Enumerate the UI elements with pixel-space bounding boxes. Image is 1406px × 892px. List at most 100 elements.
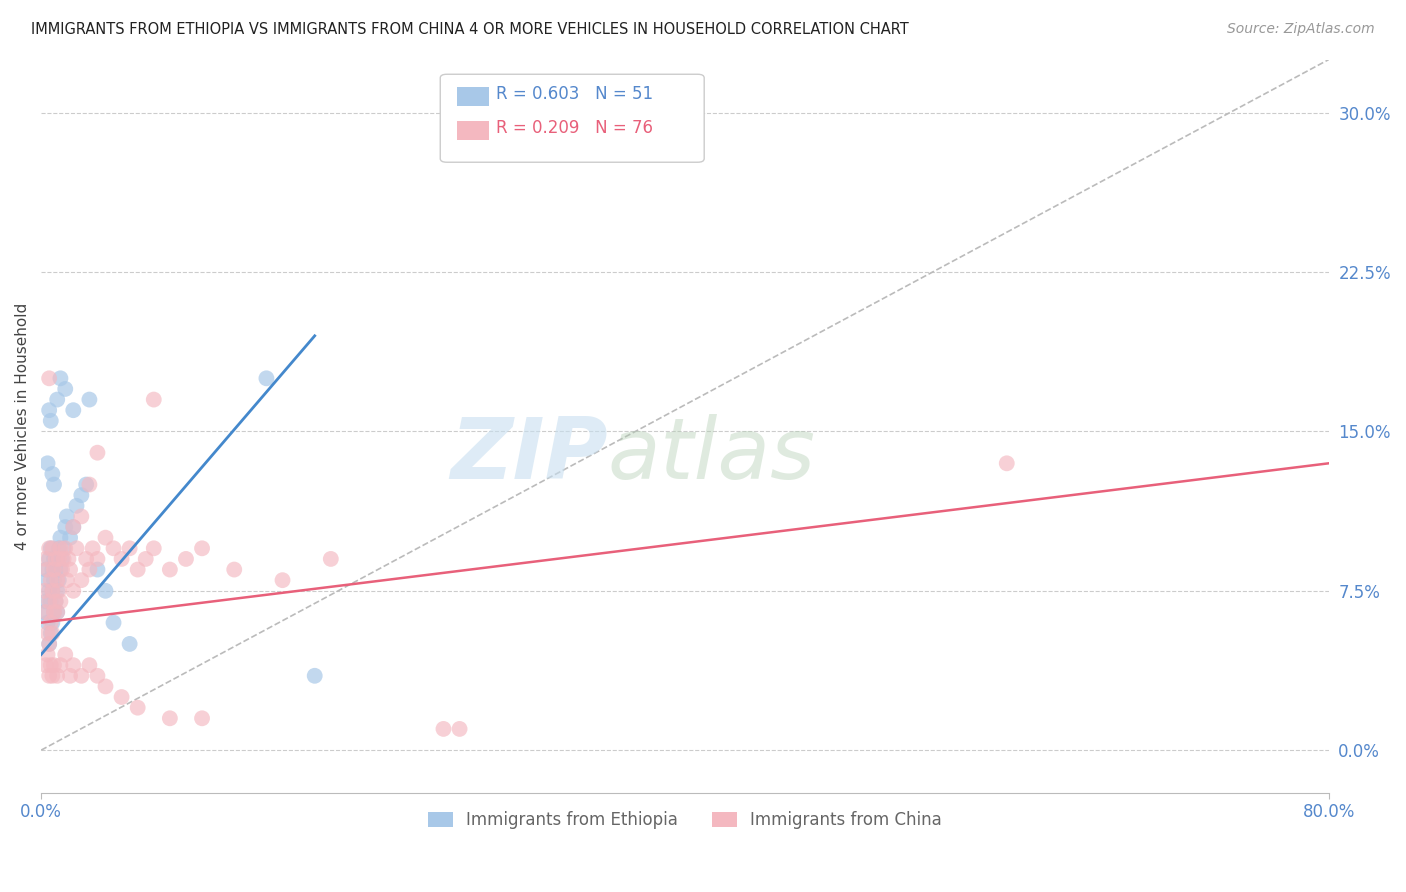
Point <box>110 552 132 566</box>
Point <box>127 700 149 714</box>
Point <box>65 499 87 513</box>
Point <box>86 563 108 577</box>
Point <box>110 690 132 704</box>
Point <box>52 541 75 556</box>
Point <box>191 541 214 556</box>
Point <box>35 552 58 566</box>
FancyBboxPatch shape <box>457 121 489 140</box>
Point <box>46 605 69 619</box>
Point <box>59 669 82 683</box>
Point <box>432 722 454 736</box>
Point <box>38 637 60 651</box>
Point <box>52 552 75 566</box>
Point <box>995 456 1018 470</box>
Point <box>49 563 72 577</box>
Point <box>39 626 62 640</box>
Point <box>304 669 326 683</box>
Point <box>39 594 62 608</box>
Text: R = 0.603   N = 51: R = 0.603 N = 51 <box>495 85 652 103</box>
Point <box>51 563 73 577</box>
Point <box>41 563 63 577</box>
Point <box>46 669 69 683</box>
Point <box>39 414 62 428</box>
Point <box>39 615 62 630</box>
Point <box>42 605 65 619</box>
Point <box>79 392 101 407</box>
Point <box>38 594 60 608</box>
Point <box>48 552 70 566</box>
Point <box>82 541 104 556</box>
Point <box>65 541 87 556</box>
Point <box>56 509 79 524</box>
Point <box>59 563 82 577</box>
Point <box>41 615 63 630</box>
Point <box>58 552 80 566</box>
Point <box>34 583 56 598</box>
Point <box>86 445 108 459</box>
Point <box>35 605 58 619</box>
Point <box>35 563 58 577</box>
Point <box>46 605 69 619</box>
Point <box>41 583 63 598</box>
Y-axis label: 4 or more Vehicles in Household: 4 or more Vehicles in Household <box>15 302 30 549</box>
Point <box>53 648 76 662</box>
Text: IMMIGRANTS FROM ETHIOPIA VS IMMIGRANTS FROM CHINA 4 OR MORE VEHICLES IN HOUSEHOL: IMMIGRANTS FROM ETHIOPIA VS IMMIGRANTS F… <box>31 22 908 37</box>
Point <box>59 531 82 545</box>
Point <box>41 583 63 598</box>
Point <box>48 573 70 587</box>
Point <box>79 658 101 673</box>
Point <box>42 573 65 587</box>
Point <box>37 573 59 587</box>
Point <box>118 637 141 651</box>
Point <box>319 552 342 566</box>
Point <box>103 615 125 630</box>
FancyBboxPatch shape <box>457 87 489 106</box>
Point <box>118 541 141 556</box>
Point <box>41 467 63 481</box>
Point <box>103 541 125 556</box>
Point <box>39 573 62 587</box>
Point <box>41 669 63 683</box>
Point <box>62 583 84 598</box>
Point <box>159 711 181 725</box>
Point <box>34 605 56 619</box>
Point <box>49 371 72 385</box>
Point <box>51 552 73 566</box>
Point <box>62 520 84 534</box>
FancyBboxPatch shape <box>440 74 704 162</box>
Point <box>75 552 97 566</box>
Text: atlas: atlas <box>607 414 815 497</box>
Point <box>42 563 65 577</box>
Point <box>37 563 59 577</box>
Point <box>45 594 67 608</box>
Point <box>62 520 84 534</box>
Point <box>62 403 84 417</box>
Point <box>79 563 101 577</box>
Point <box>39 541 62 556</box>
Point <box>46 392 69 407</box>
Point <box>42 477 65 491</box>
Point <box>45 563 67 577</box>
Point <box>70 669 93 683</box>
Point <box>48 541 70 556</box>
Point <box>38 552 60 566</box>
Point <box>174 552 197 566</box>
Point <box>38 669 60 683</box>
Point <box>142 392 165 407</box>
Point <box>39 658 62 673</box>
Point <box>86 552 108 566</box>
Point <box>35 594 58 608</box>
Text: R = 0.209   N = 76: R = 0.209 N = 76 <box>495 119 652 136</box>
Point <box>254 371 277 385</box>
Point <box>191 711 214 725</box>
Point <box>49 594 72 608</box>
Text: Source: ZipAtlas.com: Source: ZipAtlas.com <box>1227 22 1375 37</box>
Point <box>45 594 67 608</box>
Point <box>135 552 157 566</box>
Point <box>159 563 181 577</box>
Point <box>42 658 65 673</box>
Point <box>94 680 117 694</box>
Point <box>37 456 59 470</box>
Point <box>38 541 60 556</box>
Point <box>449 722 471 736</box>
